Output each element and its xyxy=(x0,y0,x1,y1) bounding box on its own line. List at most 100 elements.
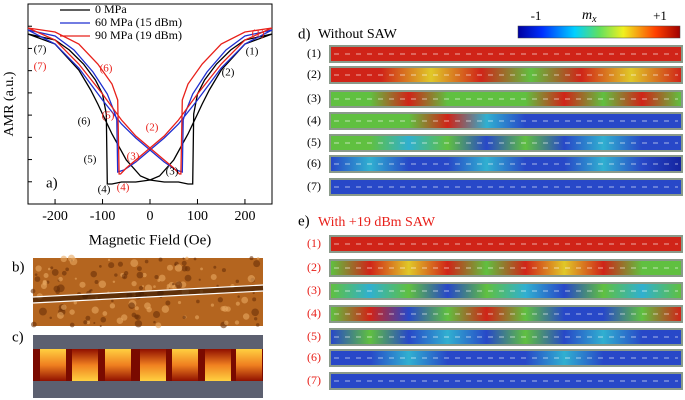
afm-grain xyxy=(158,257,163,262)
afm-grain xyxy=(43,272,49,278)
afm-grain xyxy=(61,270,67,276)
curve-annotation: (4) xyxy=(98,184,111,196)
x-tick-label: 100 xyxy=(187,209,208,224)
curve-annotation: (7) xyxy=(34,44,47,56)
afm-grain xyxy=(234,320,240,325)
curve-annotation: (1) xyxy=(246,46,259,58)
magnetization-strip xyxy=(331,261,681,275)
afm-grain xyxy=(134,306,139,311)
afm-grain xyxy=(144,259,149,264)
colorbar-max: +1 xyxy=(653,8,667,23)
afm-grain xyxy=(174,264,183,272)
afm-grain xyxy=(253,260,261,268)
afm-grain xyxy=(252,291,255,295)
magnetization-strip xyxy=(331,157,681,171)
afm-grain xyxy=(196,299,200,304)
row-label: (5) xyxy=(307,135,321,149)
curve-annotation: (5) xyxy=(102,110,115,122)
legend-label: 90 MPa (19 dBm) xyxy=(95,28,182,42)
row-label: (5) xyxy=(307,329,321,343)
afm-grain xyxy=(166,264,174,271)
row-label: (7) xyxy=(307,179,321,193)
afm-grain xyxy=(198,278,201,281)
magnetization-strip xyxy=(331,68,681,82)
afm-grain xyxy=(117,261,123,267)
afm-grain xyxy=(108,262,115,269)
sim-domain xyxy=(172,349,198,381)
afm-grain xyxy=(172,282,175,286)
afm-grain xyxy=(94,280,99,284)
afm-grain xyxy=(158,274,166,282)
afm-grain xyxy=(161,305,170,313)
afm-grain xyxy=(91,306,99,314)
afm-grain xyxy=(255,323,260,327)
afm-grain xyxy=(251,308,259,317)
afm-grain xyxy=(34,273,38,277)
afm-grain xyxy=(60,255,67,263)
nanowire xyxy=(32,285,264,303)
row-label: (6) xyxy=(307,156,321,170)
row-label: (6) xyxy=(307,350,321,364)
afm-grain xyxy=(35,265,42,272)
afm-grain xyxy=(166,286,169,290)
panel-label: d) xyxy=(298,26,311,42)
curve-annotation: (5) xyxy=(84,154,97,166)
afm-grain xyxy=(107,258,111,262)
afm-grain xyxy=(241,296,249,304)
afm-grain xyxy=(38,307,47,316)
magnetization-strip xyxy=(331,330,681,344)
panel-label: b) xyxy=(12,259,25,275)
afm-grain xyxy=(67,254,75,262)
afm-grain xyxy=(102,311,108,316)
afm-grain xyxy=(185,256,189,260)
afm-grain xyxy=(100,316,107,323)
afm-grain xyxy=(90,270,97,278)
sim-domain xyxy=(236,349,262,381)
magnetization-strip xyxy=(331,114,681,128)
afm-grain xyxy=(136,271,144,279)
magnetization-strip xyxy=(331,374,681,388)
symbol: m xyxy=(582,8,592,23)
magnetization-strip xyxy=(331,284,681,298)
afm-grain xyxy=(47,267,51,271)
afm-grain xyxy=(49,316,52,320)
afm-grain xyxy=(93,322,96,325)
afm-grain xyxy=(86,320,91,325)
x-tick-label: 0 xyxy=(147,209,154,224)
afm-grain xyxy=(99,324,102,327)
afm-grain xyxy=(121,273,128,280)
row-label: (3) xyxy=(307,283,321,297)
afm-grain xyxy=(252,297,257,302)
legend-label: 0 MPa xyxy=(95,2,127,16)
afm-grain xyxy=(237,295,240,298)
x-tick-label: -100 xyxy=(90,209,116,224)
afm-grain xyxy=(134,320,143,328)
afm-grain xyxy=(114,273,118,277)
afm-grain xyxy=(175,281,183,289)
afm-grain xyxy=(69,322,75,328)
afm-grain xyxy=(184,274,192,282)
nanowire-edge xyxy=(32,284,264,304)
afm-grain xyxy=(182,315,186,320)
afm-grain xyxy=(221,268,226,273)
afm-grain xyxy=(73,301,77,305)
afm-grain xyxy=(146,306,152,313)
afm-grain xyxy=(30,288,36,294)
afm-grain xyxy=(136,266,142,272)
x-axis-label: Magnetic Field (Oe) xyxy=(89,232,211,248)
subscript: x xyxy=(591,14,597,25)
magnetization-strip xyxy=(331,136,681,150)
afm-grain xyxy=(138,285,144,291)
x-tick-label: -200 xyxy=(42,209,68,224)
afm-grain xyxy=(61,304,67,310)
afm-grain xyxy=(142,272,147,278)
sim-domain xyxy=(40,349,66,381)
afm-grain xyxy=(213,265,217,269)
afm-grain xyxy=(253,317,258,321)
afm-grain xyxy=(200,267,203,271)
panel-title: With +19 dBm SAW xyxy=(318,215,436,230)
magnetization-strip xyxy=(331,47,681,61)
afm-grain xyxy=(121,314,128,321)
afm-grain xyxy=(74,277,77,280)
